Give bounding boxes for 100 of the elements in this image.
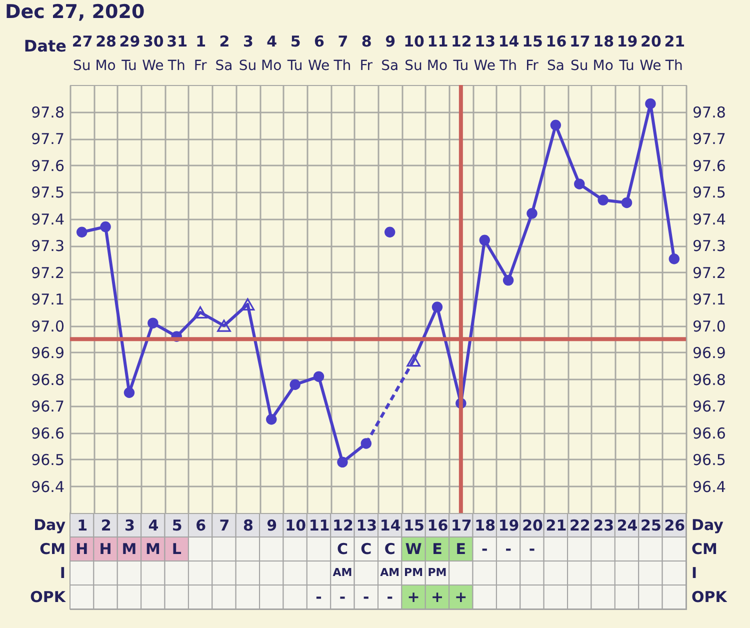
x2-tick-label: 19 [616,32,638,50]
x2-tick-label: 29 [119,32,140,50]
x-tick-label: 18 [474,516,496,534]
text: Tu [286,58,303,74]
x2-tick-label: 8 [361,32,372,50]
text: - [482,540,488,558]
text: We [474,58,496,74]
text: Fr [360,58,373,74]
y2-tick-label: 97.4 [692,210,726,228]
x2-tick-label: 9 [385,32,396,50]
x2-tick-label: 2 [219,32,230,50]
x2-tick-label: 3 [242,32,254,50]
y2-tick-label: 96.7 [692,398,726,416]
x2-tick-label: 12 [450,32,472,50]
text: + [430,588,444,606]
x-tick-label: 16 [427,516,448,534]
chart-title: Dec 27, 2020 [5,1,145,23]
point [240,298,255,310]
y-tick-label: 96.5 [31,451,64,469]
text: - [386,588,393,606]
text: We [308,58,330,74]
text: Mo [426,58,448,74]
x-tick-label: 14 [380,516,401,534]
y-tick-label: OPK [30,588,67,606]
text: M [122,540,137,558]
text: - [339,588,346,606]
point [217,320,231,332]
text: Tu [618,58,634,74]
text: W [405,540,422,558]
text: Su [404,58,422,74]
text: AM [332,566,352,579]
x2-tick-label: 7 [338,32,348,50]
text: Th [664,58,683,74]
y2-tick-label: OPK [692,588,728,606]
y2-tick-label: I [692,564,698,582]
x2-tick-label: 14 [498,32,520,50]
y-tick-label: 97.3 [31,237,64,255]
x-tick-label: 13 [356,516,378,534]
x2-tick-label: 17 [569,32,590,50]
point [384,226,396,238]
x-tick-label: 17 [450,516,472,534]
text: Th [498,58,518,74]
text: Sa [546,58,564,74]
y2-tick-label: 97.1 [692,290,726,308]
text: C [360,540,372,558]
x2-tick-label: 5 [290,32,301,50]
text: C [384,540,396,558]
x-tick-label: 10 [285,516,306,534]
text: Su [72,58,91,74]
x-tick-label: 9 [266,516,278,534]
y-tick-label: 97.2 [31,264,64,282]
text: Mo [95,58,116,74]
x2-tick-label: 21 [664,32,686,50]
point [406,354,420,367]
x-tick-label: 3 [124,516,135,534]
text: - [316,588,322,606]
text: Sa [215,58,233,74]
y2-tick-label: 97.5 [692,184,726,202]
y2-tick-label: 96.5 [692,451,726,469]
x-tick-label: 20 [522,516,543,534]
x2-tick-label: 15 [522,32,543,50]
text: H [76,540,88,558]
y-tick-label: I [60,564,66,582]
text: L [172,540,182,558]
x-tick-label: 23 [593,516,614,534]
y-tick-label: 96.6 [31,424,64,442]
y2-tick-label: 96.4 [692,478,726,496]
x-tick-label: 4 [148,516,159,534]
x-tick-label: 25 [640,516,662,534]
y-tick-label: Day [34,516,66,534]
x-tick-label: 6 [196,516,206,534]
x2-tick-label: 16 [546,32,567,50]
text: H [99,540,112,558]
y-tick-label: 97.4 [31,210,64,228]
x-tick-label: 21 [546,516,567,534]
x2-tick-label: 28 [96,32,116,50]
text: M [145,540,160,558]
y2-tick-label: 96.8 [692,370,726,389]
x-tick-label: 19 [498,516,520,534]
x2-tick-label: 1 [196,32,206,50]
text: + [454,588,468,606]
x-tick-label: 22 [569,516,590,534]
x2-tick-label: 11 [427,32,448,50]
x-tick-label: 15 [404,516,424,534]
text: Th [166,58,186,74]
x2-tick-label: 31 [166,32,188,50]
text: - [505,540,512,558]
text: Tu [120,58,137,74]
y-tick-label: 97.7 [31,130,64,148]
text: - [363,588,370,606]
x2-tick-label: 30 [142,32,164,50]
x2-axis-title: Date [24,36,67,56]
y-tick-label: 96.8 [31,370,64,389]
x-tick-label: 26 [664,516,686,534]
x2-tick-label: 13 [474,32,496,50]
text: C [336,540,348,558]
y2-tick-label: 97.2 [692,264,726,282]
text: Sa [381,58,399,74]
y2-tick-label: 97.8 [692,103,726,122]
x2-tick-label: 27 [72,32,93,50]
